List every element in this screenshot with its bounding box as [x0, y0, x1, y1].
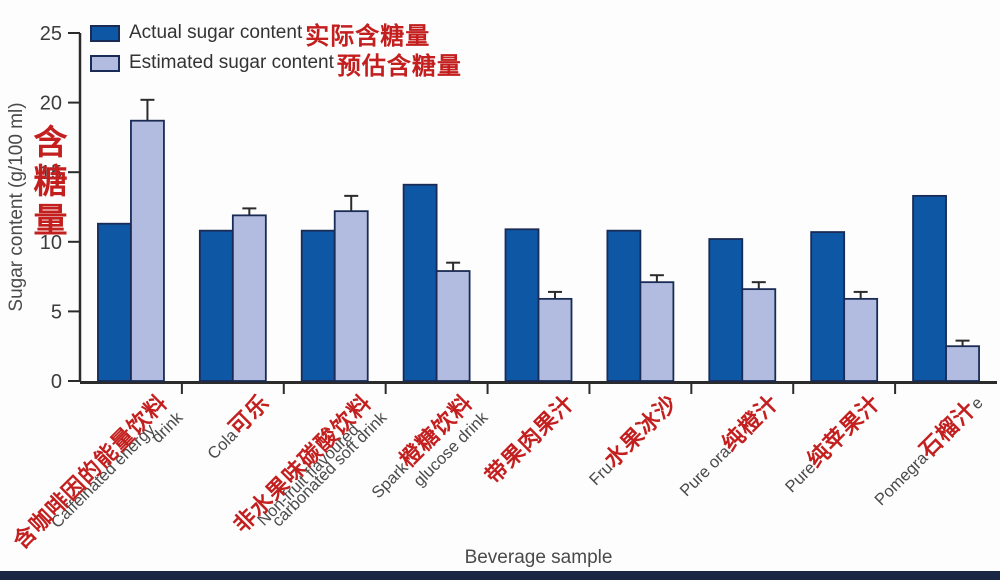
y-tick-label: 15	[40, 162, 62, 184]
bar-actual-3	[402, 183, 438, 382]
y-tick-label: 5	[51, 301, 62, 323]
bar-estimated-4	[537, 297, 573, 382]
bar-actual-4	[504, 228, 540, 382]
bar-estimated-1	[231, 214, 267, 382]
y-tick-label: 20	[40, 93, 62, 115]
bar-estimated-8	[945, 345, 980, 382]
bar-estimated-6	[741, 288, 777, 382]
bar-estimated-3	[435, 270, 471, 382]
legend: Actual sugar content 实际含糖量 Estimated sug…	[90, 18, 462, 80]
y-axis-title: Sugar content (g/100 ml)	[6, 102, 27, 312]
bar-actual-0	[97, 222, 132, 382]
bar-estimated-2	[333, 210, 369, 382]
bar-actual-2	[300, 229, 336, 382]
y-tick-label: 10	[40, 232, 62, 254]
y-axis-annotation-zh: 含糖量	[28, 124, 66, 241]
bar-actual-6	[708, 238, 744, 382]
estimated-swatch-icon	[90, 54, 120, 72]
y-tick-label: 25	[40, 23, 62, 45]
legend-label-estimated: Estimated sugar content	[129, 52, 334, 73]
x-axis-title: Beverage sample	[464, 547, 613, 568]
bar-actual-1	[198, 229, 234, 382]
bar-actual-5	[606, 229, 642, 382]
bar-actual-8	[912, 194, 947, 382]
bar-actual-7	[810, 231, 846, 382]
legend-label-actual: Actual sugar content	[129, 22, 303, 43]
bar-estimated-0	[130, 119, 165, 382]
legend-item-actual: Actual sugar content 实际含糖量	[90, 18, 462, 50]
legend-annotation-estimated-zh: 预估含糖量	[336, 52, 462, 80]
bar-estimated-7	[843, 297, 879, 382]
footer-bar	[0, 571, 1000, 580]
legend-item-estimated: Estimated sugar content 预估含糖量	[90, 48, 462, 80]
legend-annotation-actual-zh: 实际含糖量	[305, 22, 431, 50]
y-tick-label: 0	[51, 371, 62, 393]
actual-swatch-icon	[90, 24, 120, 42]
bar-estimated-5	[639, 281, 675, 382]
